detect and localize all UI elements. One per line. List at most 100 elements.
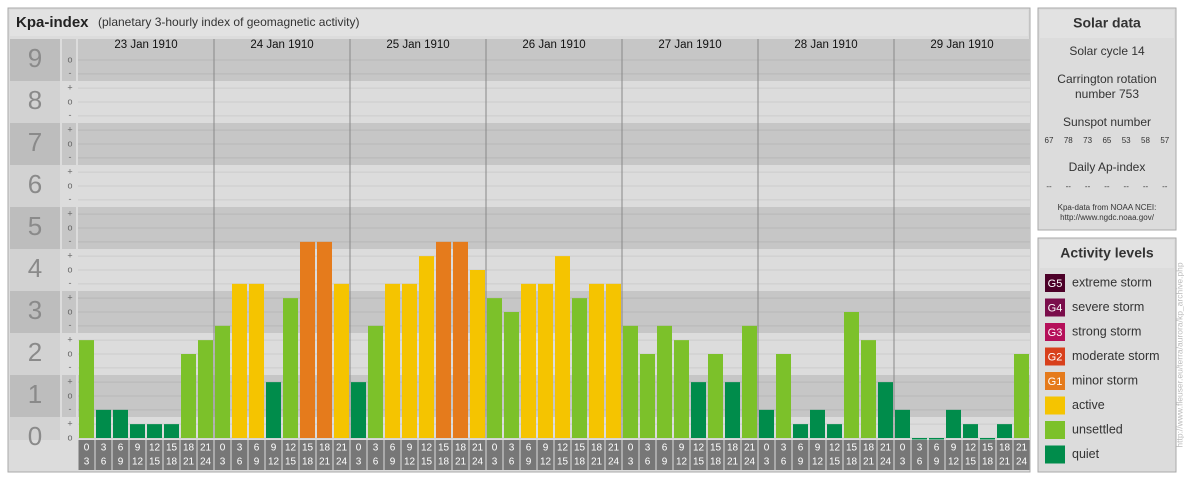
x-tick-label: 28 Jan 1910 (794, 39, 857, 51)
bar (351, 382, 366, 438)
bar (266, 382, 281, 438)
minor-tick-label: + (67, 125, 72, 135)
hour-label: 18 (846, 457, 858, 468)
hour-label: 18 (455, 443, 467, 454)
hour-box (401, 440, 418, 470)
hour-label: 24 (880, 457, 892, 468)
hour-label: 24 (744, 457, 756, 468)
hour-label: 6 (781, 457, 787, 468)
minor-tick-label: + (67, 167, 72, 177)
hour-label: 3 (917, 443, 923, 454)
ap-title: Daily Ap-index (1069, 160, 1146, 174)
hour-label: 15 (166, 443, 178, 454)
hour-label: 15 (438, 443, 450, 454)
hour-label: 24 (200, 457, 212, 468)
bar (300, 241, 315, 438)
hour-label: 12 (149, 443, 161, 454)
hour-box (333, 440, 350, 470)
axis-band (10, 123, 60, 165)
hour-label: 3 (492, 457, 498, 468)
axis-band (10, 249, 60, 291)
minor-tick-label: o (67, 138, 72, 148)
axis-band (62, 417, 76, 440)
hour-box (928, 440, 945, 470)
solar-title-bar (1040, 10, 1174, 38)
hour-label: 18 (438, 457, 450, 468)
ap-value: -- (1143, 182, 1149, 191)
hour-box (78, 440, 95, 470)
hour-box (571, 440, 588, 470)
level-swatch (1045, 396, 1065, 415)
minor-tick-label: o (67, 348, 72, 358)
level-swatch (1045, 298, 1065, 317)
hour-label: 0 (764, 443, 770, 454)
hour-label: 12 (421, 443, 433, 454)
x-tick-label: 24 Jan 1910 (250, 39, 313, 51)
hour-label: 3 (220, 457, 226, 468)
hour-box (775, 440, 792, 470)
ap-value: -- (1046, 182, 1052, 191)
ap-value: -- (1162, 182, 1168, 191)
hour-label: 3 (764, 457, 770, 468)
y-tick-label: 3 (28, 295, 42, 325)
hour-box (588, 440, 605, 470)
hour-label: 9 (951, 443, 957, 454)
bar (946, 409, 961, 438)
hour-label: 6 (390, 443, 396, 454)
band (78, 207, 1030, 249)
hour-label: 0 (356, 443, 362, 454)
x-tick-label: 23 Jan 1910 (114, 39, 177, 51)
hour-box (860, 440, 877, 470)
ap-value: -- (1066, 182, 1072, 191)
bar (283, 298, 298, 438)
hour-label: 15 (829, 457, 841, 468)
hour-box (843, 440, 860, 470)
minor-tick-label: - (69, 236, 72, 246)
minor-tick-label: - (69, 404, 72, 414)
bar (657, 325, 672, 438)
bar (96, 409, 111, 438)
minor-tick-label: + (67, 335, 72, 345)
level-badge: G5 (1048, 278, 1063, 290)
panel-title: Solar data (1073, 15, 1141, 31)
hour-label: 12 (693, 443, 705, 454)
sunspot-number: 53 (1122, 136, 1131, 145)
hour-label: 21 (727, 457, 739, 468)
level-badge: G3 (1048, 327, 1063, 339)
hour-label: 3 (84, 457, 90, 468)
hour-label: 18 (710, 457, 722, 468)
source: http://www.ngdc.noaa.gov/ (1060, 213, 1155, 222)
axis-band (62, 39, 76, 81)
hour-box (248, 440, 265, 470)
bar (963, 424, 978, 438)
bar (334, 283, 349, 438)
chart-title: Kpa-index (16, 14, 89, 31)
bar (997, 424, 1012, 438)
level-swatch (1045, 347, 1065, 366)
hour-label: 6 (373, 457, 379, 468)
y-tick-label: 0 (28, 421, 42, 451)
minor-tick-label: o (67, 180, 72, 190)
hour-label: 6 (237, 457, 243, 468)
y-tick-label: 7 (28, 127, 42, 157)
hour-label: 9 (254, 457, 260, 468)
hour-label: 6 (101, 457, 107, 468)
bar (79, 340, 94, 438)
hour-label: 9 (407, 443, 413, 454)
hour-label: 12 (829, 443, 841, 454)
hour-label: 24 (336, 457, 348, 468)
band (78, 39, 1030, 81)
hour-box (673, 440, 690, 470)
hour-box (367, 440, 384, 470)
hour-label: 9 (798, 457, 804, 468)
chart-subtitle: (planetary 3-hourly index of geomagnetic… (98, 15, 359, 29)
hour-label: 21 (744, 443, 756, 454)
hour-label: 15 (149, 457, 161, 468)
hour-label: 15 (710, 443, 722, 454)
bar (878, 382, 893, 438)
hour-label: 21 (999, 457, 1011, 468)
credit: http://www.fleuser.eu/terra/aurora/kp_ar… (1174, 262, 1184, 447)
minor-tick-label: + (67, 293, 72, 303)
level-label: active (1072, 398, 1105, 412)
bar (317, 241, 332, 438)
